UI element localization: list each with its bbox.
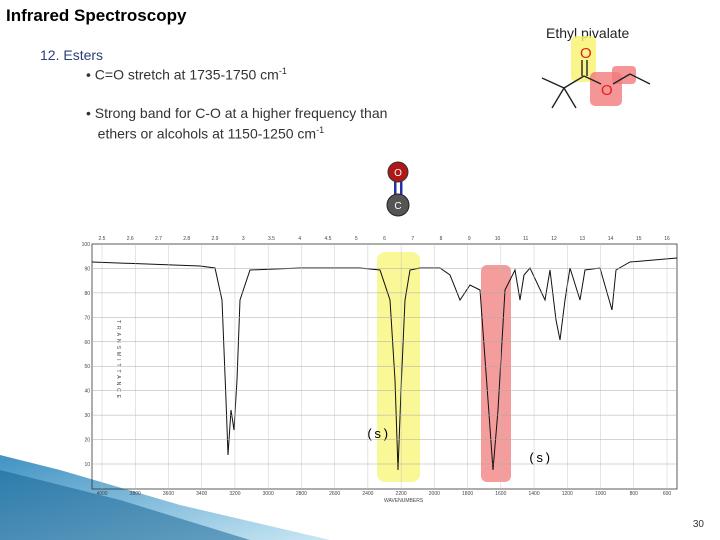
highlight <box>571 36 596 82</box>
y-tick-label: 80 <box>84 291 90 297</box>
top-tick-label: 5 <box>355 236 358 242</box>
top-tick-label: 7 <box>411 236 414 242</box>
y-tick-label: 70 <box>84 315 90 321</box>
page-number: 30 <box>692 519 704 530</box>
atom-label: O <box>601 82 613 99</box>
x-tick-label: 2000 <box>429 491 440 497</box>
atom-label: O <box>580 45 592 62</box>
x-tick-label: 3400 <box>196 491 207 497</box>
top-tick-label: 2.8 <box>183 236 190 242</box>
x-tick-label: 3000 <box>263 491 274 497</box>
top-tick-label: 3.5 <box>268 236 275 242</box>
top-tick-label: 12 <box>551 236 557 242</box>
top-tick-label: 8 <box>440 236 443 242</box>
atom-ball <box>387 161 409 183</box>
x-tick-label: 800 <box>630 491 639 497</box>
x-tick-label: 2800 <box>296 491 307 497</box>
x-tick-label: 600 <box>663 491 672 497</box>
superscript: -1 <box>316 125 325 135</box>
highlight <box>612 66 636 84</box>
y-tick-label: 60 <box>84 340 90 346</box>
plot-frame <box>91 243 678 490</box>
y-tick-label: 40 <box>84 389 90 395</box>
y-tick-label: 100 <box>82 242 91 248</box>
spectrum-trace <box>91 257 678 471</box>
top-tick-label: 2.5 <box>99 236 106 242</box>
x-tick-label: 3800 <box>130 491 141 497</box>
bullet-text: Strong band for C-O at a higher frequenc… <box>94 105 388 121</box>
top-tick-label: 11 <box>523 236 528 242</box>
x-tick-label: 2600 <box>329 491 340 497</box>
molecule-name: Ethyl pivalate <box>546 25 630 41</box>
superscript: -1 <box>278 66 287 76</box>
band-label: (s) <box>528 451 551 466</box>
bullet-text: ethers or alcohols at 1150-1250 cm <box>97 125 317 142</box>
ball-label: C <box>394 201 401 212</box>
top-tick-label: 2.6 <box>127 236 134 242</box>
bullet: • Strong band for C-O at a higher freque… <box>86 105 388 142</box>
y-tick-label: 50 <box>84 364 90 370</box>
bullet-text: C=O stretch at 1735-1750 cm <box>94 66 279 83</box>
section-heading: 12. Esters <box>40 47 104 63</box>
y-axis-title: TRANSMITTANCE <box>115 320 121 401</box>
y-tick-label: 20 <box>84 438 90 444</box>
y-tick-label: 10 <box>84 462 90 468</box>
top-tick-label: 3 <box>242 236 245 242</box>
x-tick-label: 1800 <box>462 491 473 497</box>
x-tick-label: 4000 <box>96 491 107 497</box>
top-tick-label: 10 <box>495 236 501 242</box>
top-tick-label: 16 <box>664 236 670 242</box>
top-tick-label: 6 <box>383 236 386 242</box>
x-tick-label: 1400 <box>528 491 539 497</box>
bond <box>400 178 403 198</box>
x-tick-label: 3600 <box>163 491 174 497</box>
top-tick-label: 2.7 <box>155 236 162 242</box>
highlight <box>481 265 511 482</box>
highlight <box>377 252 420 482</box>
top-tick-label: 15 <box>636 236 642 242</box>
top-tick-label: 9 <box>468 236 471 242</box>
atom-ball <box>386 193 410 217</box>
bond <box>394 178 397 198</box>
y-tick-label: 90 <box>84 266 90 272</box>
top-tick-label: 4 <box>298 236 301 242</box>
top-tick-label: 2.9 <box>212 236 219 242</box>
ball-label: O <box>394 168 402 179</box>
x-tick-label: 1200 <box>562 491 573 497</box>
bullet: • C=O stretch at 1735-1750 cm-1 <box>86 66 287 83</box>
x-tick-label: 2400 <box>362 491 373 497</box>
x-tick-label: 1000 <box>595 491 606 497</box>
slide-title: Infrared Spectroscopy <box>6 6 187 25</box>
x-tick-label: 2200 <box>396 491 407 497</box>
y-tick-label: 30 <box>84 413 90 419</box>
x-axis-title: WAVENUMBERS <box>384 498 424 504</box>
band-label: (s) <box>366 427 389 442</box>
top-tick-label: 4.5 <box>325 236 332 242</box>
decoration <box>0 470 250 540</box>
molecule <box>541 60 651 109</box>
top-tick-label: 13 <box>579 236 585 242</box>
x-tick-label: 3200 <box>229 491 240 497</box>
spectrum: (s) (s) WAVENUMBERS TRANSMITTANCE 2.5 2.6… <box>82 236 678 504</box>
x-tick-label: 1600 <box>495 491 506 497</box>
top-tick-label: 14 <box>608 236 614 242</box>
